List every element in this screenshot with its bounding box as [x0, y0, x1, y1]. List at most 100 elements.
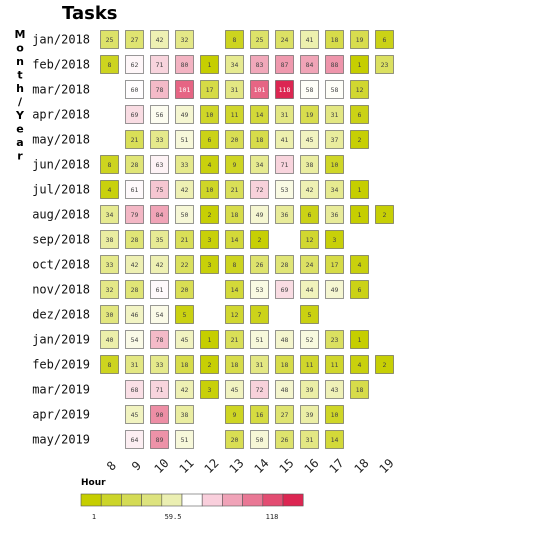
- heatmap-cell: [175, 230, 194, 249]
- heatmap-cell: [200, 105, 219, 124]
- cell-value-label: 18: [281, 361, 289, 369]
- heatmap-cell: [200, 80, 219, 99]
- y-tick-label: feb/2019: [32, 358, 90, 372]
- legend-swatch: [282, 493, 304, 507]
- cell-value-label: 89: [156, 436, 164, 444]
- cell-value-label: 23: [331, 336, 339, 344]
- cell-value-label: 24: [306, 261, 314, 269]
- heatmap-cell: [275, 130, 294, 149]
- cell-value-label: 45: [181, 336, 189, 344]
- y-tick-labels: jan/2018 feb/2018 mar/2018 apr/2018 may/2018…: [32, 33, 90, 447]
- cell-value-label: 64: [131, 436, 139, 444]
- cell-value-label: 87: [281, 61, 289, 69]
- heatmap-cell: [175, 130, 194, 149]
- cell-value-label: 18: [356, 386, 364, 394]
- heatmap-cell: [200, 355, 219, 374]
- heatmap-cell: [300, 55, 319, 74]
- heatmap-cell: [200, 205, 219, 224]
- heatmap-cell: [175, 80, 194, 99]
- cell-value-label: 18: [331, 36, 339, 44]
- heatmap-cell: [350, 55, 369, 74]
- legend-swatch: [121, 493, 142, 507]
- cell-value-label: 20: [181, 286, 189, 294]
- heatmap-cell: [300, 330, 319, 349]
- heatmap-cell: [125, 55, 144, 74]
- heatmap-cell: [350, 205, 369, 224]
- heatmap-cell: [100, 55, 119, 74]
- heatmap-cell: [325, 205, 344, 224]
- heatmap-cell: [250, 105, 269, 124]
- heatmap-cell: [175, 55, 194, 74]
- cell-value-label: 26: [281, 436, 289, 444]
- heatmap-cell: [125, 180, 144, 199]
- heatmap-cell: [325, 380, 344, 399]
- cell-value-label: 11: [231, 111, 239, 119]
- cell-value-label: 16: [256, 411, 264, 419]
- legend-mid-label: 59.5: [165, 513, 182, 521]
- cell-value-label: 39: [306, 386, 314, 394]
- heatmap-cell: [300, 105, 319, 124]
- heatmap-cell: [300, 355, 319, 374]
- heatmap-cell: [225, 205, 244, 224]
- cell-value-label: 80: [181, 61, 189, 69]
- cell-value-label: 2: [258, 236, 262, 244]
- heatmap-cell: [200, 380, 219, 399]
- heatmap-cell: [250, 155, 269, 174]
- heatmap-cell: [125, 280, 144, 299]
- cell-value-label: 14: [231, 236, 239, 244]
- cell-value-label: 27: [131, 36, 139, 44]
- cell-value-label: 1: [358, 186, 362, 194]
- cell-value-label: 2: [383, 211, 387, 219]
- heatmap-cell: [175, 105, 194, 124]
- cell-value-label: 42: [156, 261, 164, 269]
- heatmap-cell: [275, 405, 294, 424]
- heatmap-cell: [200, 255, 219, 274]
- cell-value-label: 23: [381, 61, 389, 69]
- cell-value-label: 28: [131, 161, 139, 169]
- heatmap-cell: [325, 180, 344, 199]
- heatmap-cell: [325, 30, 344, 49]
- cell-value-label: 18: [256, 136, 264, 144]
- y-tick-label: mar/2018: [32, 83, 90, 97]
- heatmap-cell: [125, 430, 144, 449]
- cell-value-label: 6: [358, 286, 362, 294]
- heatmap-cell: [125, 205, 144, 224]
- heatmap-cell: [150, 280, 169, 299]
- heatmap-cell: [300, 430, 319, 449]
- legend-swatch: [181, 493, 203, 507]
- heatmap-cell: [125, 105, 144, 124]
- cell-value-label: 6: [208, 136, 212, 144]
- heatmap-cell: [275, 255, 294, 274]
- y-axis-title-char: n: [16, 55, 24, 68]
- cell-value-label: 4: [358, 261, 362, 269]
- y-axis-title-char: o: [16, 42, 24, 55]
- cell-value-label: 71: [281, 161, 289, 169]
- heatmap-cell: [325, 80, 344, 99]
- heatmap-cell: [275, 330, 294, 349]
- heatmap-cell: [100, 155, 119, 174]
- heatmap-cell: [375, 55, 394, 74]
- x-tick-label: 11: [176, 456, 196, 476]
- heatmap-cell: [150, 430, 169, 449]
- cell-value-label: 2: [208, 361, 212, 369]
- cell-value-label: 45: [231, 386, 239, 394]
- heatmap-cell: [325, 105, 344, 124]
- cell-value-label: 48: [281, 336, 289, 344]
- cell-value-label: 118: [279, 86, 291, 94]
- heatmap-cell: [150, 230, 169, 249]
- heatmap-cell: [350, 280, 369, 299]
- heatmap-cell: [125, 405, 144, 424]
- cell-value-label: 46: [131, 311, 139, 319]
- cell-value-label: 25: [106, 36, 114, 44]
- cell-value-label: 75: [156, 186, 164, 194]
- cell-value-label: 35: [156, 236, 164, 244]
- heatmap-cell: [175, 330, 194, 349]
- cell-value-label: 31: [306, 436, 314, 444]
- cell-value-label: 28: [281, 261, 289, 269]
- cell-value-label: 3: [208, 236, 212, 244]
- cell-value-label: 62: [131, 61, 139, 69]
- heatmap-cell: [350, 180, 369, 199]
- heatmap-cell: [300, 30, 319, 49]
- cell-value-label: 36: [281, 211, 289, 219]
- heatmap-cell: [250, 330, 269, 349]
